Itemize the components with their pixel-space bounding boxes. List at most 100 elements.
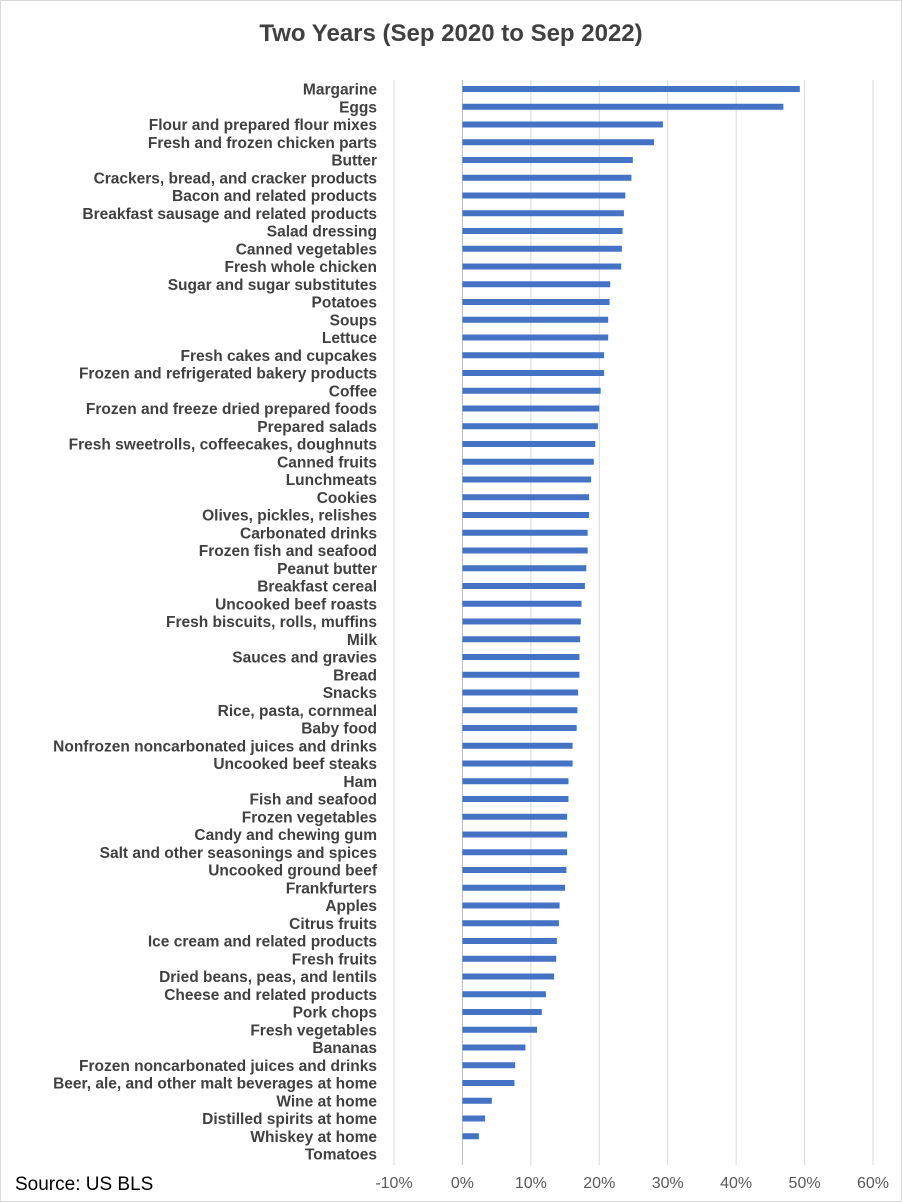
bar bbox=[462, 352, 605, 359]
bar bbox=[462, 955, 557, 962]
category-label: Uncooked ground beef bbox=[208, 863, 378, 880]
bar bbox=[462, 583, 585, 589]
category-label: Fresh cakes and cupcakes bbox=[181, 348, 377, 365]
bar bbox=[462, 938, 557, 944]
bar bbox=[462, 174, 632, 181]
bar bbox=[462, 334, 609, 341]
category-label: Bananas bbox=[312, 1040, 377, 1057]
bar bbox=[462, 867, 567, 873]
bar bbox=[462, 1097, 492, 1104]
category-label: Prepared salads bbox=[257, 419, 377, 436]
bar bbox=[462, 210, 624, 217]
category-label: Potatoes bbox=[312, 295, 377, 312]
x-tick-label: 10% bbox=[515, 1175, 547, 1192]
x-tick-label: 60% bbox=[857, 1175, 889, 1192]
bar bbox=[462, 565, 587, 572]
bar bbox=[462, 707, 578, 714]
bar bbox=[462, 600, 582, 607]
category-label: Pork chops bbox=[293, 1005, 377, 1022]
category-label: Sugar and sugar substitutes bbox=[168, 277, 377, 294]
bar bbox=[462, 654, 580, 660]
category-label: Peanut butter bbox=[277, 561, 377, 578]
category-label: Milk bbox=[347, 632, 378, 649]
bar bbox=[462, 299, 610, 305]
category-label: Cheese and related products bbox=[164, 987, 377, 1004]
bar bbox=[462, 281, 611, 288]
x-tick-label: 30% bbox=[652, 1175, 684, 1192]
category-label: Salt and other seasonings and spices bbox=[100, 845, 377, 862]
bar bbox=[462, 547, 588, 554]
bar bbox=[462, 849, 568, 856]
x-axis-tick-labels: -10% 0% 10% 20% 30% 40% 50% 60% bbox=[375, 1175, 889, 1192]
category-label: Bread bbox=[333, 667, 377, 684]
category-label: Cookies bbox=[317, 490, 377, 507]
bar bbox=[462, 618, 581, 625]
bar bbox=[462, 476, 592, 483]
bar bbox=[462, 689, 579, 696]
category-label: Butter bbox=[331, 153, 377, 170]
bar bbox=[462, 157, 633, 163]
category-label: Rice, pasta, cornmeal bbox=[218, 703, 377, 720]
bars bbox=[462, 86, 800, 1140]
category-label: Ham bbox=[343, 774, 377, 791]
bar bbox=[462, 973, 555, 980]
category-label: Carbonated drinks bbox=[240, 525, 377, 542]
category-label: Canned vegetables bbox=[236, 241, 377, 258]
category-label: Coffee bbox=[329, 383, 378, 400]
bar bbox=[462, 884, 566, 891]
category-label: Bacon and related products bbox=[172, 188, 377, 205]
bar bbox=[462, 387, 601, 394]
category-label: Eggs bbox=[339, 99, 377, 116]
bar bbox=[462, 121, 663, 128]
bar bbox=[462, 316, 609, 323]
category-label: Soups bbox=[330, 312, 377, 329]
bar bbox=[462, 671, 580, 678]
category-label: Nonfrozen noncarbonated juices and drink… bbox=[53, 738, 377, 755]
category-label: Margarine bbox=[303, 82, 377, 99]
bar bbox=[462, 512, 590, 518]
bar bbox=[462, 86, 800, 92]
category-label: Flour and prepared flour mixes bbox=[149, 117, 377, 134]
bar bbox=[462, 796, 569, 802]
category-label: Olives, pickles, relishes bbox=[202, 508, 377, 525]
bar bbox=[462, 228, 623, 234]
category-label: Fresh vegetables bbox=[250, 1022, 377, 1039]
category-label: Frozen noncarbonated juices and drinks bbox=[79, 1058, 377, 1075]
category-label: Fresh whole chicken bbox=[225, 259, 377, 276]
bar bbox=[462, 139, 655, 146]
category-label: Salad dressing bbox=[267, 224, 377, 241]
bar bbox=[462, 902, 560, 909]
x-tick-label: 50% bbox=[789, 1175, 821, 1192]
bar bbox=[462, 760, 573, 767]
category-label: Frozen and refrigerated bakery products bbox=[79, 366, 377, 383]
bar bbox=[462, 405, 600, 412]
category-label: Frozen fish and seafood bbox=[199, 543, 377, 560]
category-label: Frozen and freeze dried prepared foods bbox=[86, 401, 377, 418]
category-label: Fresh and frozen chicken parts bbox=[148, 135, 377, 152]
category-label: Tomatoes bbox=[305, 1147, 377, 1164]
category-label: Ice cream and related products bbox=[148, 934, 377, 951]
bar bbox=[462, 263, 622, 270]
category-label: Fresh sweetrolls, coffeecakes, doughnuts bbox=[69, 437, 377, 454]
bar bbox=[462, 103, 784, 110]
bar bbox=[462, 1080, 515, 1086]
category-label: Fish and seafood bbox=[250, 792, 377, 809]
x-tick-label: -10% bbox=[375, 1175, 412, 1192]
chart-title: Two Years (Sep 2020 to Sep 2022) bbox=[259, 20, 643, 47]
category-label: Uncooked beef roasts bbox=[215, 596, 377, 613]
category-label: Sauces and gravies bbox=[232, 650, 377, 667]
bar bbox=[462, 1115, 486, 1122]
bar bbox=[462, 1009, 542, 1015]
bar bbox=[462, 778, 569, 785]
category-label: Distilled spirits at home bbox=[202, 1111, 377, 1128]
bar bbox=[462, 725, 577, 731]
category-label: Crackers, bread, and cracker products bbox=[94, 170, 377, 187]
category-label: Lunchmeats bbox=[286, 472, 377, 489]
x-tick-label: 20% bbox=[583, 1175, 615, 1192]
category-label: Fresh biscuits, rolls, muffins bbox=[166, 614, 377, 631]
category-label: Uncooked beef steaks bbox=[213, 756, 377, 773]
category-label: Beer, ale, and other malt beverages at h… bbox=[53, 1076, 377, 1093]
category-label: Breakfast sausage and related products bbox=[82, 206, 377, 223]
